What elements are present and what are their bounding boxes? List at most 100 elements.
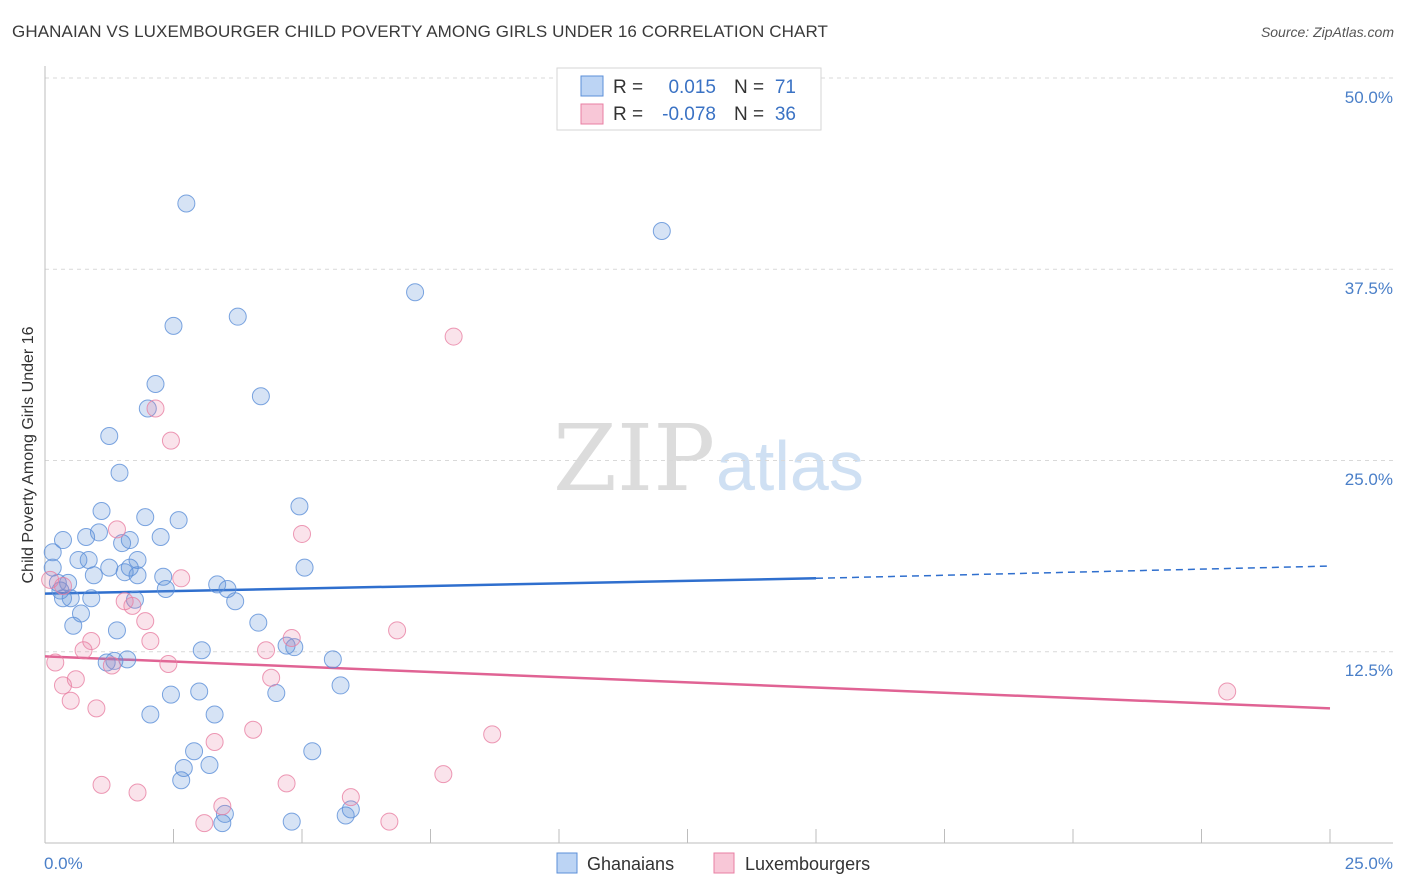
- point-luxembourgers: [195, 814, 214, 833]
- point-ghanaians: [84, 566, 103, 585]
- point-ghanaians: [53, 531, 72, 550]
- point-ghanaians: [251, 387, 270, 406]
- y-tick-label: 12.5%: [1345, 661, 1393, 680]
- point-ghanaians: [138, 399, 157, 418]
- point-luxembourgers: [92, 775, 111, 794]
- legend-n-value: 36: [775, 104, 796, 125]
- point-luxembourgers: [205, 733, 224, 752]
- point-luxembourgers: [380, 812, 399, 831]
- point-luxembourgers: [434, 765, 453, 784]
- point-ghanaians: [128, 550, 147, 569]
- legend-r-label: R =: [613, 77, 643, 98]
- point-luxembourgers: [257, 641, 276, 660]
- trend-lines: [44, 565, 1331, 710]
- point-ghanaians: [69, 550, 88, 569]
- point-ghanaians: [652, 222, 671, 240]
- legend-swatch-luxembourgers: [713, 852, 735, 874]
- point-ghanaians: [71, 604, 90, 623]
- point-luxembourgers: [282, 628, 301, 647]
- point-ghanaians: [226, 592, 245, 611]
- point-ghanaians: [406, 283, 425, 302]
- point-ghanaians: [89, 523, 108, 542]
- point-ghanaians: [282, 812, 301, 831]
- point-luxembourgers: [341, 788, 360, 807]
- point-ghanaians: [208, 575, 227, 594]
- point-ghanaians: [100, 427, 119, 446]
- axes: [44, 66, 1393, 844]
- point-ghanaians: [107, 621, 126, 640]
- legend-r-value: -0.078: [662, 104, 716, 125]
- trend-line-luxembourgers: [44, 655, 1331, 710]
- point-ghanaians: [200, 755, 219, 774]
- legend-n-label: N =: [734, 104, 764, 125]
- point-ghanaians: [120, 531, 139, 550]
- point-ghanaians: [331, 676, 350, 695]
- point-ghanaians: [97, 653, 116, 672]
- point-luxembourgers: [213, 797, 232, 816]
- point-ghanaians: [295, 558, 314, 577]
- point-luxembourgers: [483, 725, 502, 744]
- point-ghanaians: [174, 759, 193, 778]
- point-ghanaians: [128, 566, 147, 585]
- point-ghanaians: [185, 742, 204, 761]
- point-ghanaians: [92, 501, 111, 520]
- point-ghanaians: [323, 650, 342, 669]
- legend-r-value: 0.015: [668, 77, 716, 98]
- grid-lines: [45, 77, 1393, 653]
- series-legend: Ghanaians Luxembourgers: [556, 852, 870, 874]
- y-axis-label: Child Poverty Among Girls Under 16: [20, 326, 37, 583]
- point-luxembourgers: [293, 524, 311, 543]
- x-tick-label: 25.0%: [1345, 854, 1393, 873]
- point-luxembourgers: [66, 670, 85, 689]
- point-ghanaians: [156, 580, 175, 599]
- point-luxembourgers: [161, 431, 180, 450]
- point-ghanaians: [43, 543, 62, 562]
- point-luxembourgers: [277, 774, 296, 793]
- correlation-legend: R = 0.015 N = 71 R = -0.078 N = 36: [556, 67, 822, 131]
- point-ghanaians: [190, 682, 209, 701]
- point-luxembourgers: [87, 699, 106, 718]
- point-ghanaians: [164, 316, 183, 335]
- point-ghanaians: [303, 742, 322, 761]
- source-label: Source: ZipAtlas.com: [1260, 24, 1394, 40]
- point-ghanaians: [82, 589, 101, 608]
- point-luxembourgers: [159, 654, 178, 673]
- point-luxembourgers: [244, 720, 263, 739]
- point-ghanaians: [336, 806, 355, 825]
- point-ghanaians: [192, 641, 211, 660]
- legend-label-ghanaians: Ghanaians: [587, 854, 674, 874]
- point-luxembourgers: [107, 520, 126, 539]
- legend-n-label: N =: [734, 77, 764, 98]
- watermark-zip: ZIP: [553, 405, 715, 512]
- point-ghanaians: [110, 463, 129, 482]
- point-ghanaians: [79, 550, 98, 569]
- trend-line-ghanaians: [44, 577, 817, 595]
- legend-r-label: R =: [613, 104, 643, 125]
- point-ghanaians: [118, 650, 137, 669]
- point-ghanaians: [161, 685, 180, 704]
- point-ghanaians: [169, 511, 188, 530]
- y-tick-label: 37.5%: [1345, 279, 1393, 298]
- point-luxembourgers: [1218, 682, 1237, 701]
- point-luxembourgers: [123, 596, 142, 615]
- point-ghanaians: [59, 573, 78, 592]
- point-ghanaians: [100, 558, 119, 577]
- point-luxembourgers: [262, 668, 281, 687]
- point-luxembourgers: [388, 621, 407, 640]
- point-ghanaians: [141, 705, 160, 724]
- y-tick-label: 50.0%: [1345, 88, 1393, 107]
- point-ghanaians: [146, 375, 165, 393]
- legend-swatch-luxembourgers: [580, 103, 604, 125]
- legend-n-value: 71: [775, 77, 796, 98]
- point-luxembourgers: [82, 632, 101, 651]
- legend-swatch-ghanaians: [556, 852, 578, 874]
- point-ghanaians: [136, 508, 155, 527]
- point-luxembourgers: [444, 327, 463, 346]
- point-ghanaians: [290, 497, 309, 516]
- point-luxembourgers: [53, 576, 72, 595]
- trend-line-ghanaians-extension: [815, 565, 1331, 580]
- point-luxembourgers: [141, 632, 160, 651]
- point-luxembourgers: [136, 612, 155, 631]
- point-ghanaians: [205, 705, 224, 724]
